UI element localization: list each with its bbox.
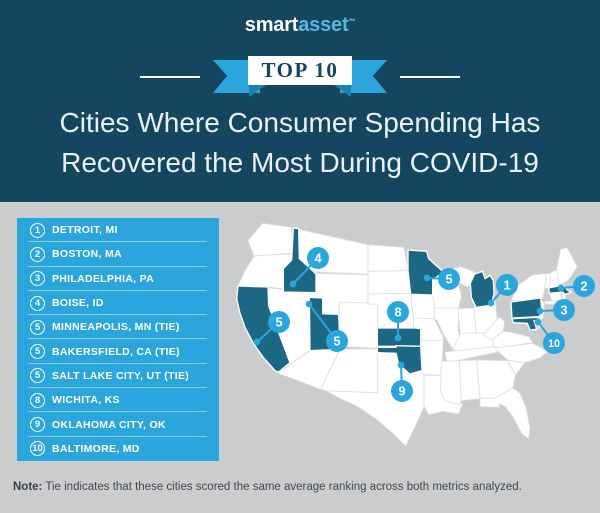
rank-number: 4 [30,295,45,311]
footnote-text: Tie indicates that these cities scored t… [42,481,522,493]
rank-marker [387,301,409,323]
top10-badge: TOP 10 [248,56,352,85]
rank-number: 9 [30,417,45,433]
hero-banner: smartasset™ TOP 10 Cities Where Consumer… [0,0,600,202]
city-dot [397,361,405,369]
rank-number: 1 [30,222,45,238]
rank-city-label: BALTIMORE, MD [52,442,140,455]
rank-marker [391,380,413,402]
rank-row: 9 OKLAHOMA CITY, OK [17,412,219,437]
rank-city-label: WICHITA, KS [52,394,120,407]
rank-city-label: BOSTON, MA [52,248,122,261]
rank-marker [326,330,348,352]
state-idaho [282,227,317,294]
footnote-label: Note: [13,481,43,493]
page-title: Cities Where Consumer Spending Has Recov… [0,103,600,183]
rank-marker-label: 10 [548,338,560,350]
rank-marker [307,247,329,269]
rank-city-label: DETROIT, MI [52,224,118,237]
rank-city-label: BOISE, ID [52,297,104,310]
rank-marker-label: 2 [580,280,587,294]
ribbon-fold-left [249,85,266,97]
city-dot [305,300,313,308]
city-dot [557,284,565,292]
rank-marker [268,311,290,333]
footnote: Note: Tie indicates that these cities sc… [13,481,593,493]
city-dot [536,307,544,315]
state-minnesota [407,249,444,296]
state-tennessee [444,346,499,364]
state-maryland [511,316,540,331]
state-maine [556,246,578,286]
rank-number: 5 [30,344,45,360]
city-dot [423,274,431,282]
logo-trademark: ™ [348,18,356,26]
rank-marker-label: 9 [398,385,405,399]
us-map: 4 5 1 23 5 5 8 9 10 [236,222,595,447]
smartasset-logo: smartasset™ [0,14,600,37]
rank-city-label: SALT LAKE CITY, UT (TIE) [52,369,190,382]
state-oklahoma [376,344,423,375]
rank-marker-label: 5 [333,335,340,349]
rank-row: 10 BALTIMORE, MD [17,437,219,461]
rank-row: 5 SALT LAKE CITY, UT (TIE) [17,364,219,389]
state-alabama [458,359,481,402]
state-pennsylvania [510,297,543,319]
city-dot [487,299,495,307]
logo-asset: asset [298,14,349,36]
rank-city-label: OKLAHOMA CITY, OK [52,418,166,431]
ribbon-line-left [140,76,200,78]
rank-number: 5 [30,368,45,384]
rank-list: 1 DETROIT, MI 2 BOSTON, MA 3 PHILADELPHIA, PA… [17,218,219,461]
rank-city-label: BAKERSFIELD, CA (TIE) [52,345,180,358]
rank-marker-label: 3 [560,304,567,318]
rank-number: 8 [30,392,45,408]
rank-row: 4 BOISE, ID [17,291,219,316]
city-dot [253,338,261,346]
rank-row: 5 MINNEAPOLIS, MN (TIE) [17,315,219,340]
rank-marker-label: 8 [394,306,401,320]
rank-row: 5 BAKERSFIELD, CA (TIE) [17,339,219,365]
ribbon-line-right [400,76,460,78]
rank-city-label: MINNEAPOLIS, MN (TIE) [52,321,180,334]
rank-row: 1 DETROIT, MI [17,218,219,243]
city-dot [534,318,542,326]
state-florida [479,387,531,440]
state-california [236,285,291,373]
state-mississippi [440,360,462,406]
ribbon-fold-right [334,85,351,97]
state-north-dakota [367,244,409,272]
rank-number: 5 [30,319,45,335]
state-vermont [543,272,552,290]
logo-smart: smart [244,14,299,36]
rank-number: 3 [30,271,45,287]
title-line1: Cities Where Consumer Spending Has [59,107,541,138]
city-dot [289,280,297,288]
rank-marker [553,299,575,321]
state-arkansas [420,339,444,376]
rank-row: 3 PHILADELPHIA, PA [17,267,219,292]
state-south-dakota [367,270,412,295]
rank-row: 8 WICHITA, KS [17,388,219,413]
rank-marker [496,274,518,296]
title-line2: Recovered the Most During COVID-19 [61,147,539,178]
state-washington [247,222,294,257]
rank-marker [573,275,595,297]
rank-number: 10 [30,441,45,457]
rank-marker [438,268,460,290]
rank-number: 2 [30,246,45,262]
rank-marker-label: 1 [503,279,510,293]
rank-marker-label: 5 [445,273,452,287]
rank-city-label: PHILADELPHIA, PA [52,272,155,285]
rank-marker-label: 4 [314,252,321,266]
city-dot [394,334,402,342]
rank-marker [543,332,565,354]
state-michigan [469,270,495,308]
rank-marker-label: 5 [275,316,282,330]
rank-row: 2 BOSTON, MA [17,242,219,267]
